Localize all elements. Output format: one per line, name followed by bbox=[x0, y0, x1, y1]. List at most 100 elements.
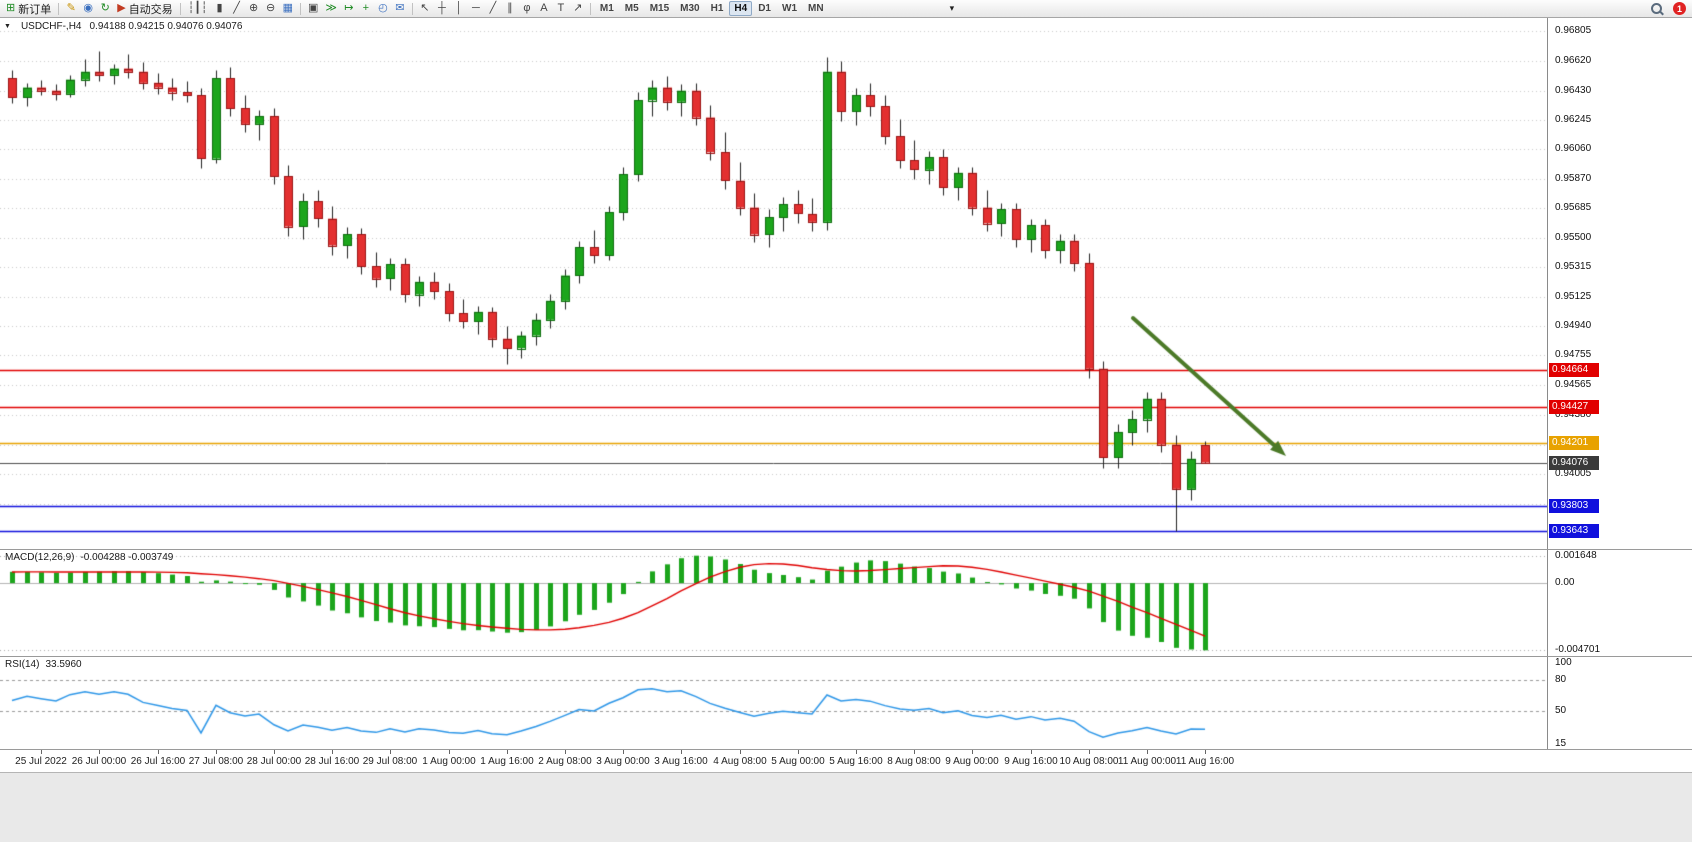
rsi-indicator-name: RSI(14) bbox=[5, 659, 40, 670]
timeframe-m30[interactable]: M30 bbox=[675, 1, 704, 16]
current-price-badge: 0.94076 bbox=[1549, 455, 1599, 470]
trendline-icon: ╱ bbox=[489, 2, 497, 14]
line-chart-icon: ╱ bbox=[233, 2, 240, 14]
time-axis-tick bbox=[623, 750, 624, 754]
horizontal-line-button[interactable]: ─ bbox=[468, 1, 484, 16]
rsi-axis-label: 15 bbox=[1555, 738, 1567, 749]
time-axis-tick bbox=[216, 750, 217, 754]
time-axis-label: 29 Jul 08:00 bbox=[362, 756, 418, 767]
timeframe-w1[interactable]: W1 bbox=[777, 1, 802, 16]
bar-chart-icon: ┆┃┆ bbox=[187, 2, 208, 14]
one-click-trading-toggle[interactable]: ▼ bbox=[4, 23, 11, 30]
rsi-canvas[interactable] bbox=[0, 657, 1547, 749]
refresh-button[interactable]: ↻ bbox=[97, 1, 113, 16]
timeframe-h4[interactable]: H4 bbox=[729, 1, 753, 16]
tile-windows-button[interactable]: ▦ bbox=[280, 1, 296, 16]
time-axis-tick bbox=[449, 750, 450, 754]
autotrading-button[interactable]: ▶ 自动交易 bbox=[114, 1, 175, 16]
text-button[interactable]: A bbox=[536, 1, 552, 16]
candlestick-chart-button[interactable]: ▮ bbox=[212, 1, 228, 16]
search-button[interactable] bbox=[1651, 3, 1662, 14]
price-axis-label: 0.95500 bbox=[1555, 231, 1592, 243]
timeframe-d1[interactable]: D1 bbox=[753, 1, 776, 16]
channel-button[interactable]: ∥ bbox=[502, 1, 518, 16]
fibonacci-button[interactable]: φ bbox=[519, 1, 535, 16]
auto-scroll-button[interactable]: ≫ bbox=[322, 1, 340, 16]
time-axis[interactable]: 25 Jul 2022 26 Jul 00:00 26 Jul 16:00 27 Ju… bbox=[0, 750, 1692, 772]
periods-button[interactable]: ◴ bbox=[375, 1, 391, 16]
timeframe-h1[interactable]: H1 bbox=[706, 1, 729, 16]
horizontal-line-icon: ─ bbox=[471, 2, 480, 14]
toolbar-separator bbox=[589, 2, 591, 15]
cursor-button[interactable]: ↖ bbox=[417, 1, 433, 16]
time-axis-tick bbox=[41, 750, 42, 754]
trendline-button[interactable]: ╱ bbox=[485, 1, 501, 16]
chart-shift-icon: ↦ bbox=[344, 2, 354, 14]
new-chart-button[interactable]: ▣ bbox=[305, 1, 321, 16]
community-button[interactable]: ◉ bbox=[80, 1, 96, 16]
timeframe-m15[interactable]: M15 bbox=[645, 1, 674, 16]
time-axis-tick bbox=[390, 750, 391, 754]
alerts-icon: ✉ bbox=[395, 2, 405, 14]
rsi-axis[interactable]: 100 80 50 15 bbox=[1547, 657, 1692, 749]
pane-separator[interactable] bbox=[0, 749, 1692, 750]
button-label: 自动交易 bbox=[128, 3, 173, 16]
vertical-line-button[interactable]: │ bbox=[451, 1, 467, 16]
time-axis-label: 27 Jul 08:00 bbox=[188, 756, 244, 767]
chart-symbol-period: USDCHF-,H4 bbox=[20, 21, 82, 32]
macd-canvas[interactable] bbox=[0, 550, 1547, 656]
time-axis-tick bbox=[914, 750, 915, 754]
time-axis-label: 11 Aug 16:00 bbox=[1175, 756, 1235, 767]
autotrading-icon: ▶ bbox=[117, 2, 126, 14]
time-axis-tick bbox=[332, 750, 333, 754]
price-axis-label: 0.95685 bbox=[1555, 202, 1592, 214]
community-icon: ◉ bbox=[83, 2, 94, 14]
pane-separator[interactable] bbox=[0, 549, 1692, 550]
time-axis-tick bbox=[972, 750, 973, 754]
macd-indicator-name: MACD(12,26,9) bbox=[5, 552, 75, 563]
bar-chart-button[interactable]: ┆┃┆ bbox=[185, 1, 211, 16]
time-axis-label: 28 Jul 16:00 bbox=[304, 756, 360, 767]
main-chart-canvas[interactable] bbox=[0, 18, 1547, 549]
chart-shift-button[interactable]: ↦ bbox=[341, 1, 357, 16]
new-order-icon: ⊞ bbox=[6, 2, 16, 14]
time-axis-tick bbox=[856, 750, 857, 754]
cursor-icon: ↖ bbox=[420, 2, 430, 14]
macd-label: MACD(12,26,9) -0.004288 -0.003749 bbox=[5, 552, 173, 563]
new-chart-icon: ▣ bbox=[307, 2, 319, 14]
toolbar-overflow-icon[interactable]: ▾ bbox=[949, 3, 955, 13]
time-axis-tick bbox=[158, 750, 159, 754]
macd-axis[interactable]: 0.001648 0.00 -0.004701 bbox=[1547, 550, 1692, 656]
timeframe-mn[interactable]: MN bbox=[803, 1, 829, 16]
pane-separator[interactable] bbox=[0, 656, 1692, 657]
notification-badge[interactable]: 1 bbox=[1673, 2, 1686, 15]
indicators-button[interactable]: + bbox=[358, 1, 374, 16]
price-axis[interactable]: 0.96805 0.96620 0.96430 0.96245 0.96060 0.958… bbox=[1547, 18, 1692, 549]
timeframe-m5[interactable]: M5 bbox=[620, 1, 644, 16]
time-axis-tick bbox=[99, 750, 100, 754]
metaeditor-icon: ✎ bbox=[66, 2, 76, 14]
timeframe-m1[interactable]: M1 bbox=[595, 1, 619, 16]
new-order-button[interactable]: ⊞ 新订单 bbox=[3, 1, 54, 16]
macd-pane: MACD(12,26,9) -0.004288 -0.003749 0.00164… bbox=[0, 550, 1692, 656]
price-axis-label: 0.96060 bbox=[1555, 143, 1592, 155]
time-axis-tick bbox=[1205, 750, 1206, 754]
time-axis-label: 1 Aug 16:00 bbox=[480, 756, 534, 767]
line-chart-button[interactable]: ╱ bbox=[229, 1, 245, 16]
rsi-label: RSI(14) 33.5960 bbox=[5, 659, 82, 670]
metaeditor-button[interactable]: ✎ bbox=[63, 1, 79, 16]
alerts-button[interactable]: ✉ bbox=[392, 1, 408, 16]
channel-icon: ∥ bbox=[507, 2, 513, 14]
zoom-out-button[interactable]: ⊖ bbox=[263, 1, 279, 16]
toolbar-separator bbox=[299, 2, 301, 15]
crosshair-button[interactable]: ┼ bbox=[434, 1, 450, 16]
zoom-in-button[interactable]: ⊕ bbox=[246, 1, 262, 16]
time-axis-label: 25 Jul 2022 bbox=[15, 756, 67, 767]
rsi-indicator-value: 33.5960 bbox=[45, 659, 82, 670]
time-axis-tick bbox=[507, 750, 508, 754]
rsi-axis-label: 50 bbox=[1555, 704, 1567, 716]
time-axis-label: 26 Jul 00:00 bbox=[71, 756, 127, 767]
arrows-button[interactable]: ↗ bbox=[570, 1, 586, 16]
text-label-button[interactable]: T bbox=[553, 1, 569, 16]
time-axis-tick bbox=[274, 750, 275, 754]
